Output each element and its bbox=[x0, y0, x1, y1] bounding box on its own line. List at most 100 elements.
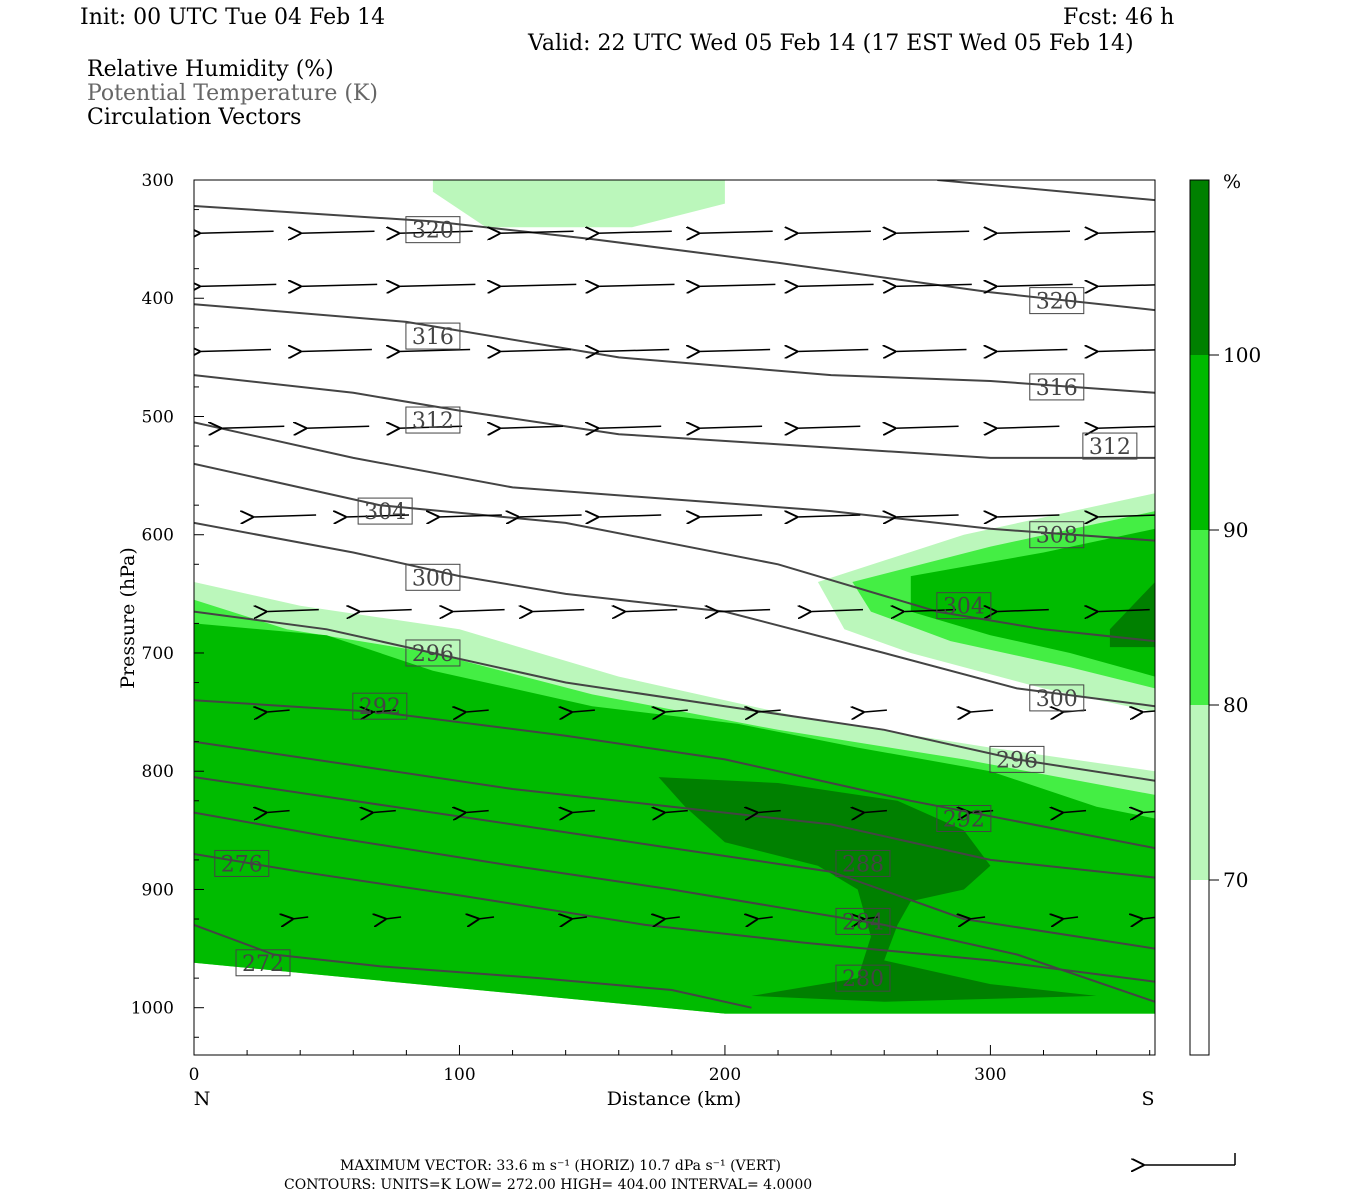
circulation-vector bbox=[698, 350, 771, 352]
circulation-vector bbox=[452, 610, 505, 612]
circulation-vector bbox=[996, 515, 1060, 517]
isentrope-label-box bbox=[835, 849, 891, 877]
isentrope-label-box bbox=[1029, 287, 1085, 315]
isentrope-label-box bbox=[989, 745, 1045, 773]
circulation-vector bbox=[969, 710, 994, 712]
y-tick-label: 800 bbox=[142, 762, 174, 782]
isentrope-label-box bbox=[835, 964, 891, 992]
max-vector-label: MAXIMUM VECTOR: 33.6 m s⁻¹ (HORIZ) 10.7 … bbox=[340, 1158, 781, 1174]
isentrope-label: 292 bbox=[943, 808, 985, 833]
circulation-vector bbox=[306, 426, 370, 428]
circulation-vector bbox=[1097, 426, 1155, 428]
circulation-vector bbox=[598, 426, 662, 428]
isentrope-296 bbox=[194, 610, 1155, 782]
y-tick-label: 500 bbox=[142, 407, 174, 427]
circulation-vector bbox=[797, 231, 871, 233]
circulation-vector bbox=[266, 610, 319, 612]
isentrope-label: 276 bbox=[221, 852, 263, 877]
reference-vector-icon bbox=[1143, 1153, 1236, 1165]
circulation-vector bbox=[797, 426, 861, 428]
y-tick-label: 1000 bbox=[131, 999, 174, 1019]
valid-time-label: Valid: 22 UTC Wed 05 Feb 14 (17 EST Wed … bbox=[528, 31, 1134, 56]
circulation-vector bbox=[698, 515, 763, 517]
isentrope-280 bbox=[194, 811, 1155, 1003]
isentrope-label-box bbox=[214, 849, 270, 877]
circulation-vector bbox=[266, 710, 290, 712]
circulation-vector bbox=[598, 515, 662, 517]
circulation-vector bbox=[499, 231, 574, 233]
circulation-vector bbox=[438, 515, 502, 517]
isentrope-label-box bbox=[936, 592, 992, 620]
isentrope-label: 292 bbox=[359, 695, 401, 720]
circulation-vector bbox=[717, 610, 771, 612]
isentrope-320 bbox=[194, 205, 1155, 312]
circulation-vector bbox=[1062, 811, 1087, 813]
circulation-vector bbox=[300, 350, 372, 352]
circulation-vector bbox=[757, 710, 781, 712]
circulation-vector bbox=[345, 515, 410, 517]
circulation-vector bbox=[252, 515, 317, 517]
circulation-vector bbox=[465, 710, 489, 712]
circulation-vector bbox=[372, 811, 396, 813]
isentrope-label: 312 bbox=[412, 409, 454, 434]
isentrope-label: 280 bbox=[842, 967, 884, 992]
circulation-vector bbox=[1142, 811, 1155, 813]
circulation-vector bbox=[398, 350, 471, 352]
isentrope-label-box bbox=[405, 322, 461, 350]
circulation-vector bbox=[797, 284, 874, 286]
circulation-vector bbox=[531, 610, 585, 612]
y-tick-label: 900 bbox=[142, 880, 174, 900]
colorbar-tick-label: 90 bbox=[1223, 518, 1248, 542]
x-tick-label: 100 bbox=[443, 1065, 475, 1085]
circulation-vector bbox=[266, 811, 290, 813]
circulation-vector bbox=[797, 515, 861, 517]
isentrope-label-box bbox=[1029, 684, 1085, 712]
colorbar-segment bbox=[1190, 705, 1209, 880]
circulation-vector bbox=[398, 284, 476, 286]
circulation-vector bbox=[895, 284, 972, 286]
circulation-vector bbox=[372, 710, 396, 712]
circulation-vector bbox=[895, 515, 959, 517]
circulation-vector bbox=[398, 426, 463, 428]
circulation-vector bbox=[359, 610, 412, 612]
circulation-vector bbox=[571, 811, 595, 813]
isentrope-276 bbox=[194, 853, 1155, 983]
x-tick-label: 200 bbox=[709, 1065, 741, 1085]
colorbar-segment bbox=[1190, 355, 1209, 530]
init-time-label: Init: 00 UTC Tue 04 Feb 14 bbox=[80, 5, 386, 30]
circulation-vector bbox=[698, 426, 763, 428]
isentrope-label-box bbox=[936, 805, 992, 833]
isentrope-label: 296 bbox=[412, 642, 454, 667]
rh-region-100 bbox=[1109, 582, 1155, 648]
circulation-vector bbox=[571, 917, 587, 919]
isentrope-label-box bbox=[357, 497, 413, 525]
circulation-vector bbox=[199, 231, 274, 233]
circulation-vector bbox=[664, 710, 688, 712]
forecast-hour-label: Fcst: 46 h bbox=[1063, 5, 1175, 30]
circulation-vector bbox=[598, 231, 672, 233]
isentrope-label: 316 bbox=[412, 325, 454, 350]
colorbar-tick-label: 80 bbox=[1223, 693, 1248, 717]
isentrope-label: 304 bbox=[943, 595, 985, 620]
circulation-vector bbox=[698, 284, 776, 286]
circulation-vector bbox=[300, 231, 375, 233]
legend-potential-temperature: Potential Temperature (K) bbox=[87, 81, 378, 106]
isentrope-label: 320 bbox=[1036, 290, 1078, 315]
circulation-vector bbox=[199, 350, 272, 352]
x-end-label-north: N bbox=[194, 1088, 211, 1110]
circulation-vector bbox=[624, 610, 678, 612]
isentrope-label: 308 bbox=[1036, 524, 1078, 549]
isentrope-300 bbox=[194, 521, 1155, 708]
colorbar-segment bbox=[1190, 180, 1209, 355]
isentrope-label: 300 bbox=[1036, 687, 1078, 712]
plot-frame bbox=[193, 179, 1156, 1056]
circulation-vector bbox=[996, 426, 1060, 428]
y-tick-label: 700 bbox=[142, 644, 174, 664]
isentrope-label-box bbox=[235, 949, 291, 977]
circulation-vector bbox=[465, 811, 489, 813]
circulation-vector bbox=[1062, 917, 1079, 919]
circulation-vector bbox=[1097, 231, 1155, 233]
y-tick-label: 600 bbox=[142, 526, 174, 546]
rh-region-90 bbox=[194, 623, 1155, 1014]
isentrope-label-box bbox=[352, 692, 408, 720]
